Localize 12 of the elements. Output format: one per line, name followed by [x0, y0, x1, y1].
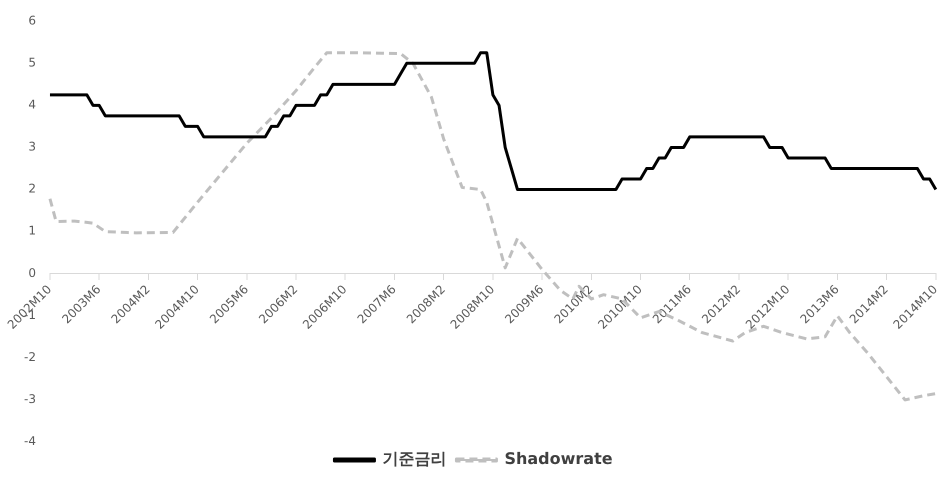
y-tick-label: -2	[24, 350, 36, 364]
y-tick-label: 5	[28, 55, 36, 70]
legend-label: 기준금리	[382, 449, 446, 468]
y-tick-label: -4	[24, 434, 36, 448]
y-tick-label: 2	[28, 182, 36, 196]
y-tick-label: 0	[28, 266, 36, 280]
y-tick-label: 1	[28, 224, 36, 238]
legend-label: Shadowrate	[504, 449, 613, 468]
y-tick-label: 3	[28, 140, 36, 154]
y-tick-label: -3	[24, 392, 36, 406]
y-tick-label: 6	[28, 13, 36, 28]
y-tick-label: 4	[28, 97, 36, 112]
